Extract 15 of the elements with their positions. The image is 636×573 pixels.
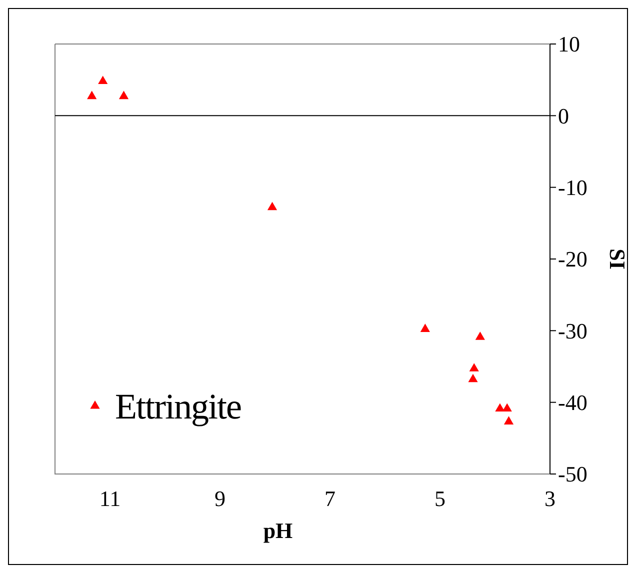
- y-tick-label: -50: [558, 462, 588, 487]
- y-tick-label: 10: [558, 32, 580, 57]
- x-tick-label: 9: [214, 486, 226, 511]
- x-axis-title: pH: [263, 518, 293, 543]
- y-tick-label: -30: [558, 318, 588, 344]
- x-tick-label: 3: [544, 486, 556, 511]
- y-tick-label: -20: [558, 246, 588, 272]
- y-tick-label: 0: [558, 103, 569, 128]
- x-tick-label: 7: [324, 486, 336, 511]
- legend-label: Ettringite: [115, 386, 241, 427]
- y-axis-title: SI: [605, 248, 630, 270]
- y-tick-label: -40: [558, 390, 588, 416]
- x-tick-label: 5: [434, 486, 446, 511]
- x-tick-label: 11: [99, 486, 121, 511]
- y-tick-label: -10: [558, 175, 588, 200]
